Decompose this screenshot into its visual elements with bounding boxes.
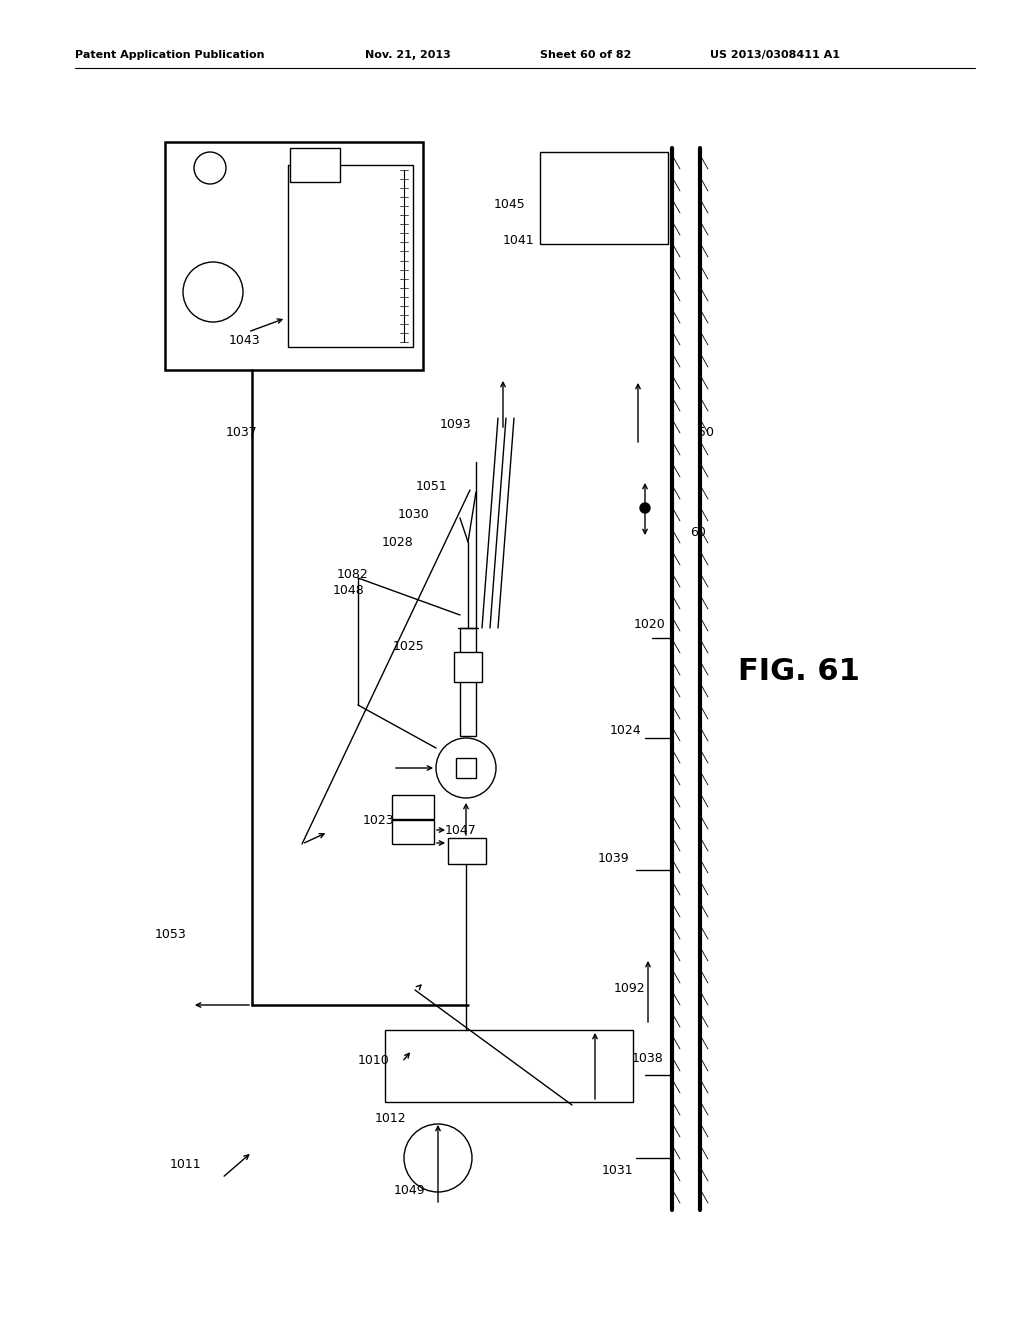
Text: 1045: 1045	[494, 198, 525, 211]
Circle shape	[194, 152, 226, 183]
Bar	[454, 652, 482, 682]
Bar	[392, 795, 434, 818]
Text: 1028: 1028	[382, 536, 414, 549]
Text: 1023: 1023	[362, 813, 394, 826]
Text: 1048: 1048	[333, 585, 365, 598]
Text: 1049: 1049	[394, 1184, 426, 1196]
Bar	[456, 758, 476, 777]
Circle shape	[404, 1125, 472, 1192]
Bar	[460, 628, 476, 737]
Bar	[540, 152, 668, 244]
Text: 1041: 1041	[503, 234, 535, 247]
Bar	[449, 838, 486, 865]
Text: 1024: 1024	[610, 723, 642, 737]
Bar	[392, 820, 434, 843]
Text: Nov. 21, 2013: Nov. 21, 2013	[365, 50, 451, 59]
Circle shape	[436, 738, 496, 799]
Text: US 2013/0308411 A1: US 2013/0308411 A1	[710, 50, 840, 59]
Circle shape	[640, 503, 650, 513]
Text: FIG. 61: FIG. 61	[738, 657, 860, 686]
Text: 1020: 1020	[634, 619, 666, 631]
Text: 1025: 1025	[393, 640, 425, 653]
Text: 60: 60	[690, 525, 706, 539]
Bar	[165, 143, 423, 370]
Text: Patent Application Publication: Patent Application Publication	[75, 50, 264, 59]
Text: 1051: 1051	[416, 480, 447, 494]
Text: 1012: 1012	[375, 1111, 407, 1125]
Text: 1039: 1039	[598, 851, 630, 865]
Text: 1053: 1053	[155, 928, 186, 941]
Text: 1010: 1010	[358, 1053, 390, 1067]
Bar	[385, 1030, 633, 1102]
Text: 1082: 1082	[337, 568, 369, 581]
Circle shape	[183, 261, 243, 322]
Bar	[290, 148, 340, 182]
Text: Sheet 60 of 82: Sheet 60 of 82	[540, 50, 632, 59]
Text: 50: 50	[698, 425, 714, 438]
Text: 1043: 1043	[229, 334, 261, 346]
Text: 1093: 1093	[440, 418, 472, 432]
Text: 1037: 1037	[226, 425, 258, 438]
Text: 1011: 1011	[170, 1159, 202, 1172]
Text: 1031: 1031	[602, 1163, 634, 1176]
Text: 1092: 1092	[614, 982, 645, 994]
Text: 1047: 1047	[445, 824, 477, 837]
Text: 1030: 1030	[398, 508, 430, 521]
Text: 1038: 1038	[632, 1052, 664, 1064]
Bar	[288, 165, 413, 347]
